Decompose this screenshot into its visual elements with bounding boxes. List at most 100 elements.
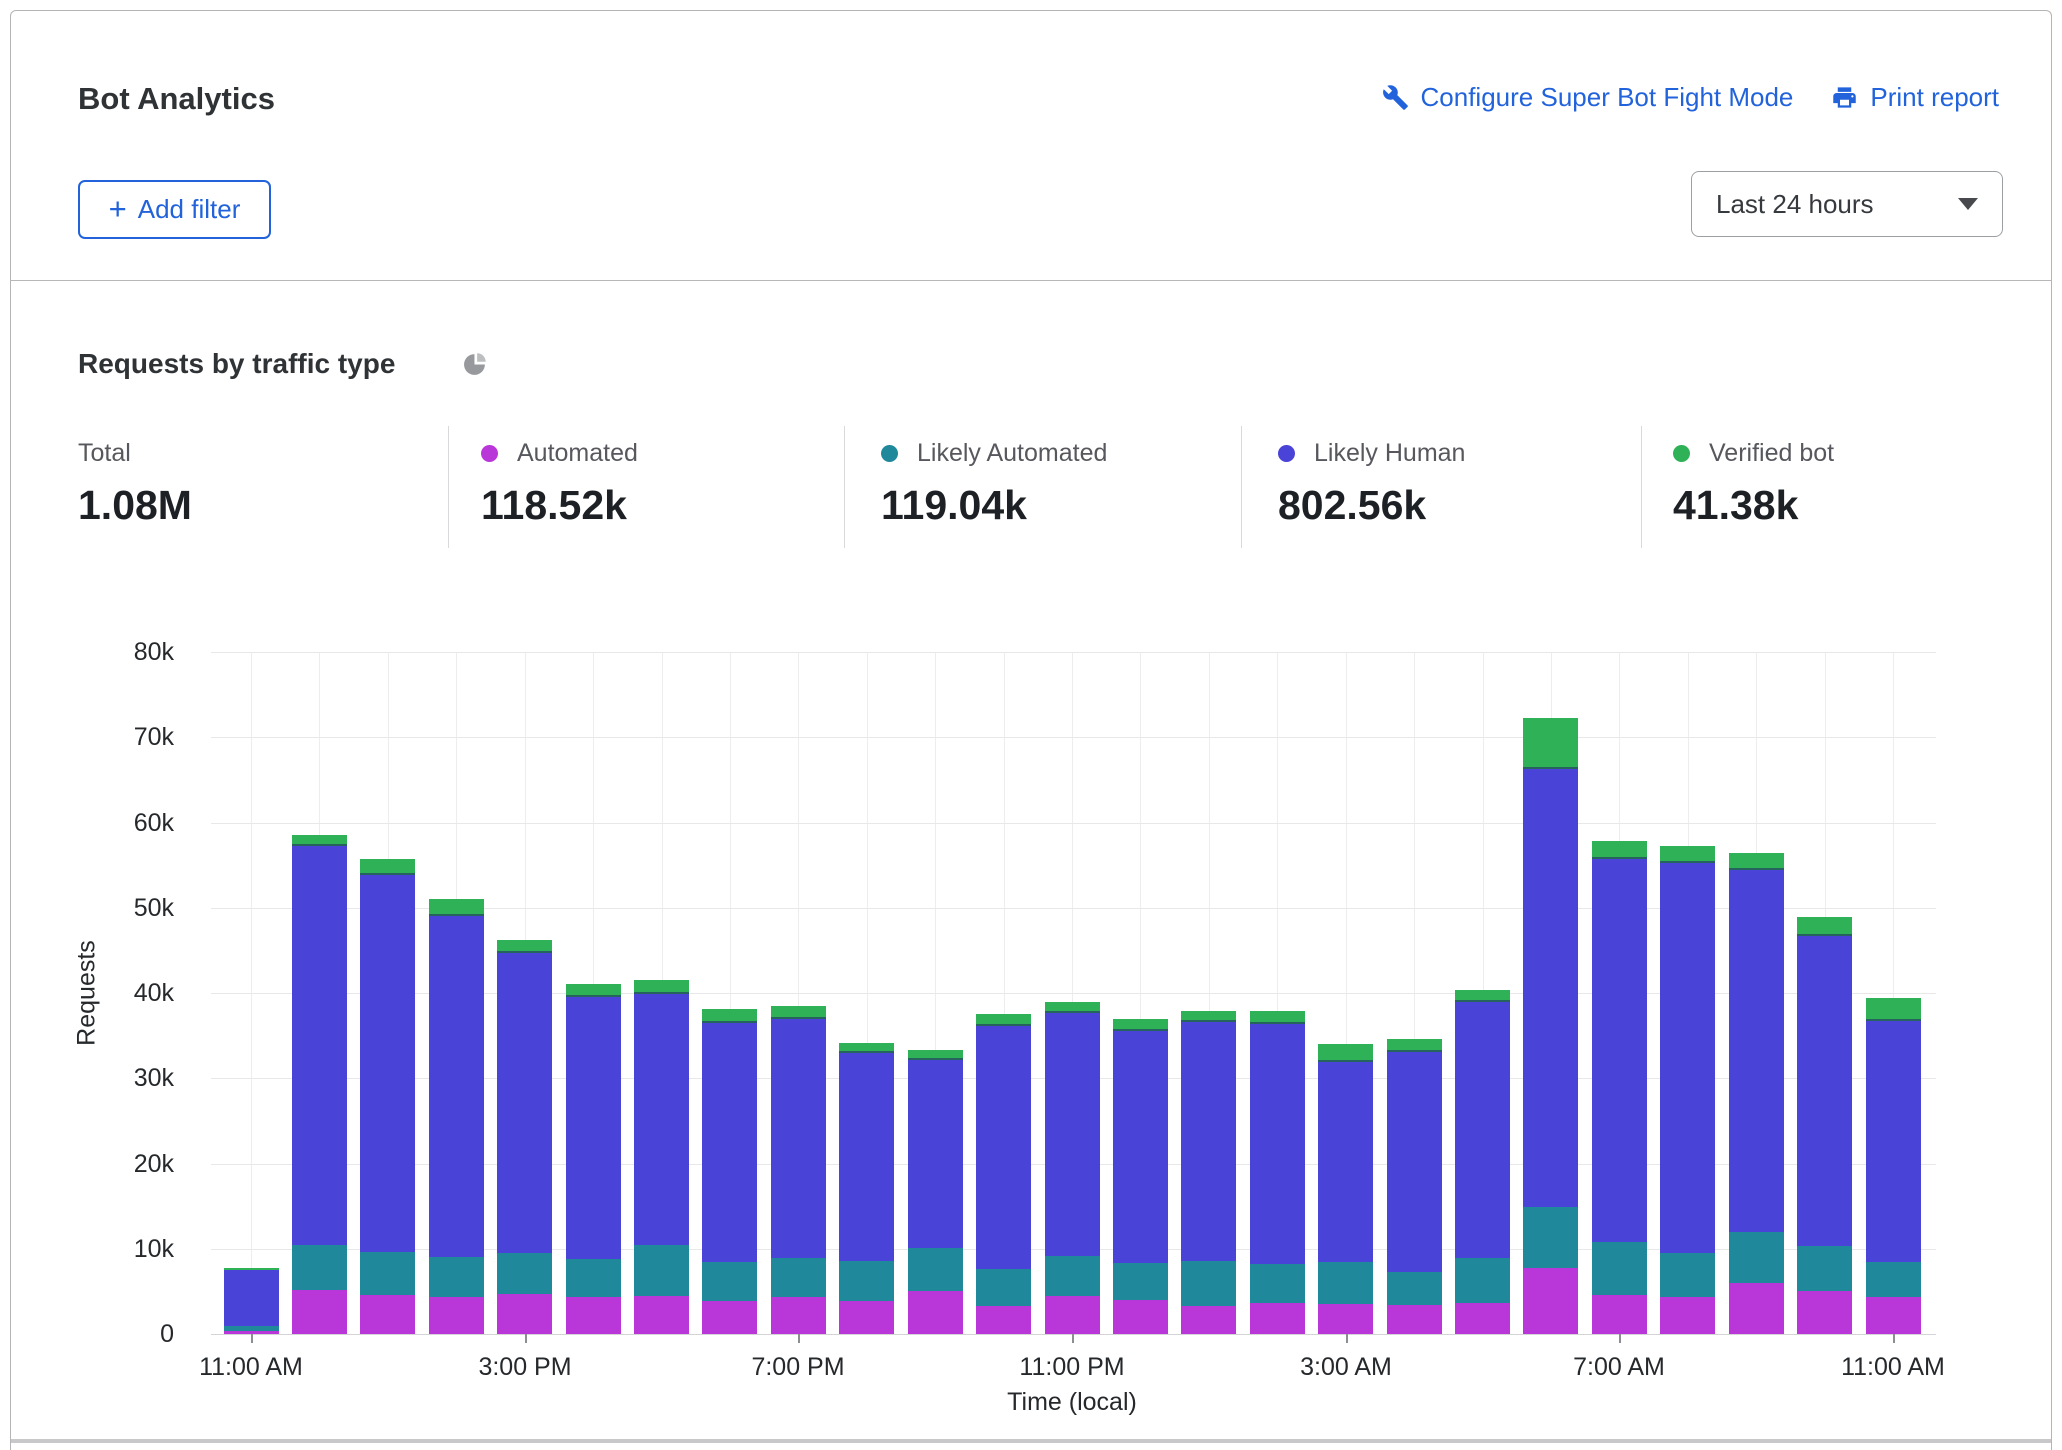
bar-200pm-likely-automated[interactable] xyxy=(429,1257,484,1298)
bar-700pm-automated[interactable] xyxy=(771,1297,826,1334)
add-filter-button[interactable]: + Add filter xyxy=(78,180,271,239)
bar-800am-automated[interactable] xyxy=(1660,1296,1715,1334)
bar-1000pm-automated[interactable] xyxy=(976,1305,1031,1334)
bar-100pm-verified-bot[interactable] xyxy=(360,859,415,875)
bar-200pm-verified-bot[interactable] xyxy=(429,899,484,917)
bar-200am-likely-human[interactable] xyxy=(1250,1023,1305,1265)
bar-1000am-automated[interactable] xyxy=(1797,1291,1852,1334)
bar-100pm-likely-human[interactable] xyxy=(360,874,415,1253)
bar-700am-automated[interactable] xyxy=(1592,1294,1647,1334)
bar-400am-likely-automated[interactable] xyxy=(1387,1271,1442,1305)
bar-700am-likely-automated[interactable] xyxy=(1592,1241,1647,1295)
bar-1100pm-likely-human[interactable] xyxy=(1045,1012,1100,1257)
bar-300pm-likely-automated[interactable] xyxy=(497,1253,552,1294)
bar-800pm-automated[interactable] xyxy=(839,1300,894,1334)
bar-500am-verified-bot[interactable] xyxy=(1455,989,1510,1003)
bar-800am-verified-bot[interactable] xyxy=(1660,845,1715,864)
bar-1200pm-automated[interactable] xyxy=(292,1289,347,1334)
bar-100pm-automated[interactable] xyxy=(360,1294,415,1334)
bar-1100am-likely-human[interactable] xyxy=(1866,1021,1921,1262)
bar-200pm-likely-human[interactable] xyxy=(429,916,484,1258)
bar-1200am-automated[interactable] xyxy=(1113,1299,1168,1334)
bar-600pm-likely-automated[interactable] xyxy=(702,1261,757,1301)
bar-700pm-verified-bot[interactable] xyxy=(771,1005,826,1020)
bar-1000am-likely-automated[interactable] xyxy=(1797,1246,1852,1292)
bar-500am-likely-automated[interactable] xyxy=(1455,1258,1510,1304)
bar-400pm-verified-bot[interactable] xyxy=(566,983,621,998)
bar-400pm-automated[interactable] xyxy=(566,1296,621,1334)
bar-100am-automated[interactable] xyxy=(1181,1305,1236,1334)
bar-1100am-automated[interactable] xyxy=(224,1330,279,1334)
bar-1200am-likely-human[interactable] xyxy=(1113,1030,1168,1264)
bar-300pm-likely-human[interactable] xyxy=(497,952,552,1253)
bar-1200pm-verified-bot[interactable] xyxy=(292,834,347,847)
time-range-select[interactable]: Last 24 hours xyxy=(1691,171,2003,237)
bar-700pm-likely-human[interactable] xyxy=(771,1019,826,1259)
stat-total[interactable]: Total 1.08M xyxy=(78,438,192,529)
bar-300am-verified-bot[interactable] xyxy=(1318,1044,1373,1063)
bar-600pm-automated[interactable] xyxy=(702,1300,757,1334)
bar-200am-verified-bot[interactable] xyxy=(1250,1010,1305,1024)
bar-100pm-likely-automated[interactable] xyxy=(360,1252,415,1295)
bar-600am-verified-bot[interactable] xyxy=(1523,717,1578,769)
bar-600am-likely-human[interactable] xyxy=(1523,768,1578,1207)
bar-1100pm-automated[interactable] xyxy=(1045,1295,1100,1334)
bar-1200am-likely-automated[interactable] xyxy=(1113,1263,1168,1300)
print-report-link[interactable]: Print report xyxy=(1831,82,1999,113)
stat-likely-human[interactable]: Likely Human 802.56k xyxy=(1278,438,1465,529)
bar-700pm-likely-automated[interactable] xyxy=(771,1258,826,1298)
bar-1200am-verified-bot[interactable] xyxy=(1113,1019,1168,1031)
stat-verified-bot[interactable]: Verified bot 41.38k xyxy=(1673,438,1834,529)
bar-1000pm-likely-automated[interactable] xyxy=(976,1269,1031,1306)
bar-1000am-verified-bot[interactable] xyxy=(1797,917,1852,936)
bar-300pm-automated[interactable] xyxy=(497,1293,552,1334)
bar-1200pm-likely-automated[interactable] xyxy=(292,1245,347,1290)
bar-200am-automated[interactable] xyxy=(1250,1303,1305,1334)
bar-500pm-likely-human[interactable] xyxy=(634,993,689,1246)
bar-1200pm-likely-human[interactable] xyxy=(292,846,347,1246)
bar-900pm-likely-automated[interactable] xyxy=(908,1247,963,1292)
bar-200am-likely-automated[interactable] xyxy=(1250,1264,1305,1304)
bar-300am-automated[interactable] xyxy=(1318,1304,1373,1334)
bar-400pm-likely-human[interactable] xyxy=(566,997,621,1259)
bar-800am-likely-human[interactable] xyxy=(1660,863,1715,1253)
bar-400pm-likely-automated[interactable] xyxy=(566,1259,621,1297)
bar-1100am-likely-automated[interactable] xyxy=(1866,1261,1921,1297)
bar-1100am-likely-automated[interactable] xyxy=(224,1325,279,1331)
bar-400am-verified-bot[interactable] xyxy=(1387,1039,1442,1052)
bar-600pm-likely-human[interactable] xyxy=(702,1022,757,1262)
bar-1000pm-likely-human[interactable] xyxy=(976,1026,1031,1270)
bar-600am-automated[interactable] xyxy=(1523,1267,1578,1334)
bar-100am-verified-bot[interactable] xyxy=(1181,1010,1236,1022)
bar-1100pm-verified-bot[interactable] xyxy=(1045,1002,1100,1013)
bar-900pm-automated[interactable] xyxy=(908,1291,963,1334)
bar-600am-likely-automated[interactable] xyxy=(1523,1207,1578,1268)
bar-500pm-likely-automated[interactable] xyxy=(634,1245,689,1296)
bar-300pm-verified-bot[interactable] xyxy=(497,940,552,953)
bar-700am-likely-human[interactable] xyxy=(1592,859,1647,1242)
bar-400am-likely-human[interactable] xyxy=(1387,1051,1442,1272)
bar-400am-automated[interactable] xyxy=(1387,1305,1442,1334)
bar-500pm-automated[interactable] xyxy=(634,1295,689,1334)
bar-200pm-automated[interactable] xyxy=(429,1297,484,1334)
bar-1000am-likely-human[interactable] xyxy=(1797,935,1852,1247)
bar-1000pm-verified-bot[interactable] xyxy=(976,1014,1031,1027)
bar-800pm-likely-human[interactable] xyxy=(839,1052,894,1261)
bar-900am-likely-human[interactable] xyxy=(1729,870,1784,1232)
bar-600pm-verified-bot[interactable] xyxy=(702,1009,757,1023)
bar-500am-likely-human[interactable] xyxy=(1455,1002,1510,1259)
bar-500am-automated[interactable] xyxy=(1455,1303,1510,1334)
bar-100am-likely-automated[interactable] xyxy=(1181,1260,1236,1306)
bar-700am-verified-bot[interactable] xyxy=(1592,841,1647,860)
bar-500pm-verified-bot[interactable] xyxy=(634,980,689,994)
bar-1100am-likely-human[interactable] xyxy=(224,1270,279,1326)
bar-800pm-likely-automated[interactable] xyxy=(839,1260,894,1301)
bar-300am-likely-automated[interactable] xyxy=(1318,1261,1373,1305)
bar-900am-likely-automated[interactable] xyxy=(1729,1231,1784,1283)
stat-likely-automated[interactable]: Likely Automated 119.04k xyxy=(881,438,1107,529)
bar-1100am-verified-bot[interactable] xyxy=(224,1267,279,1271)
bar-900pm-verified-bot[interactable] xyxy=(908,1050,963,1060)
bar-100am-likely-human[interactable] xyxy=(1181,1022,1236,1261)
bar-1100am-verified-bot[interactable] xyxy=(1866,998,1921,1022)
bar-800pm-verified-bot[interactable] xyxy=(839,1042,894,1053)
